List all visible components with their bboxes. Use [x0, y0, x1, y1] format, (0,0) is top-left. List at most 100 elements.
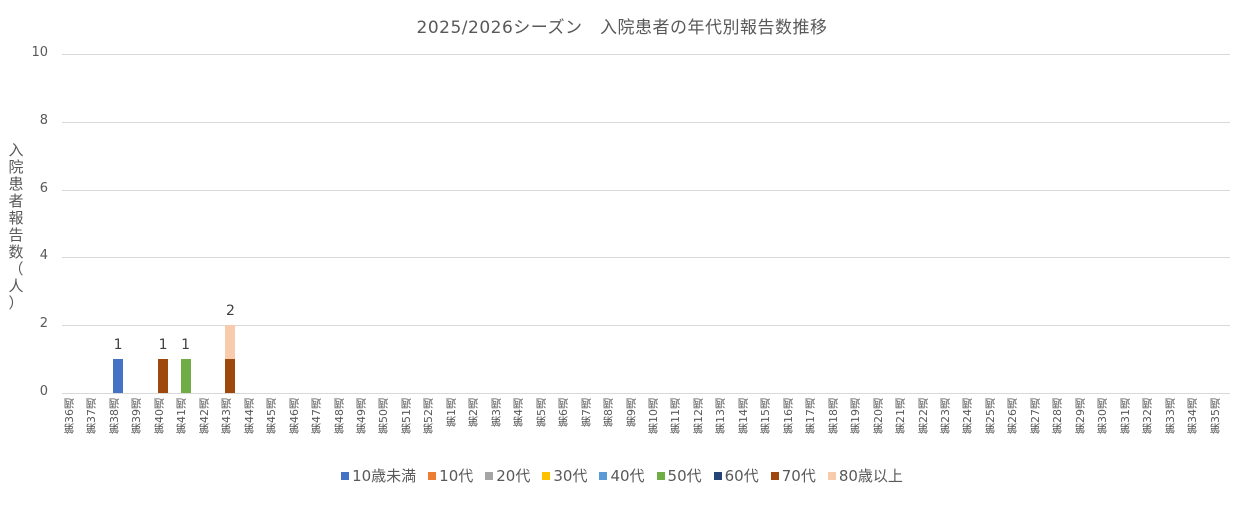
- x-tick-label: 第30週: [1096, 398, 1110, 434]
- legend-swatch-icon: [770, 471, 779, 480]
- x-tick-label: 第9週: [624, 398, 638, 427]
- x-tick-label: 第8週: [602, 398, 616, 427]
- legend-label: 50代: [667, 467, 702, 485]
- legend-swatch-icon: [656, 471, 665, 480]
- x-tick-label: 第2週: [467, 398, 481, 427]
- x-tick-label: 第45週: [265, 398, 279, 434]
- y-tick-label: 2: [39, 316, 48, 332]
- legend-label: 10代: [439, 467, 474, 485]
- gridline: [62, 121, 1230, 123]
- legend-item: 50代: [656, 465, 702, 486]
- x-tick-label: 第4週: [512, 398, 526, 427]
- gridline: [62, 189, 1230, 191]
- y-tick-label: 8: [39, 112, 48, 128]
- bar-segment: [158, 359, 169, 393]
- y-tick-label: 10: [31, 45, 48, 60]
- legend-swatch-icon: [827, 471, 836, 480]
- legend-item: 40代: [599, 465, 645, 486]
- legend-swatch-icon: [428, 471, 437, 480]
- x-tick-label: 第37週: [85, 398, 99, 434]
- legend-item: 70代: [770, 465, 816, 486]
- x-tick-label: 第38週: [107, 398, 121, 434]
- x-tick-label: 第7週: [579, 398, 593, 427]
- x-tick-label: 第36週: [63, 398, 76, 434]
- x-tick-label: 第49週: [355, 398, 368, 434]
- legend-label: 10歳未満: [352, 467, 417, 485]
- legend-swatch-icon: [542, 471, 551, 480]
- x-tick-label: 第28週: [1051, 398, 1065, 434]
- y-tick-label: 0: [39, 384, 48, 399]
- x-tick-label: 第32週: [1141, 398, 1155, 434]
- data-label: 2: [225, 303, 235, 320]
- x-tick-label: 第6週: [557, 398, 571, 427]
- data-label: 1: [181, 337, 190, 354]
- data-label: 1: [113, 337, 123, 354]
- x-tick-label: 第40週: [152, 398, 166, 434]
- x-tick-label: 第1週: [444, 398, 458, 427]
- x-tick-label: 第48週: [332, 398, 346, 434]
- legend-label: 60代: [724, 467, 759, 485]
- x-tick-label: 第11週: [669, 398, 683, 434]
- x-tick-label: 第43週: [220, 398, 234, 434]
- x-tick-label: 第12週: [691, 398, 705, 434]
- x-tick-label: 第16週: [781, 398, 795, 434]
- legend-label: 20代: [496, 467, 531, 485]
- legend-swatch-icon: [713, 471, 722, 480]
- x-tick-label: 第15週: [759, 398, 773, 434]
- legend-label: 40代: [610, 467, 645, 485]
- legend: 10歳未満 10代 20代 30代 40代 50代 60代 70代 80歳以上: [0, 465, 1244, 486]
- x-tick-label: 第31週: [1118, 398, 1132, 434]
- x-tick-label: 第42週: [197, 398, 211, 434]
- gridline: [62, 325, 1230, 327]
- x-tick-label: 第39週: [130, 398, 144, 434]
- legend-item: 30代: [542, 465, 587, 486]
- legend-item: 80歳以上: [827, 465, 903, 486]
- legend-label: 80歳以上: [838, 467, 903, 485]
- x-tick-label: 第41週: [175, 398, 189, 434]
- x-tick-label: 第23週: [939, 398, 952, 434]
- x-tick-label: 第29週: [1073, 398, 1087, 434]
- bar-segment: [225, 325, 236, 360]
- bar-segment: [113, 359, 124, 393]
- legend-label: 30代: [553, 467, 588, 485]
- legend-swatch-icon: [485, 471, 494, 480]
- x-tick-label: 第52週: [422, 398, 436, 434]
- x-tick-label: 第46週: [287, 398, 301, 434]
- x-tick-label: 第26週: [1006, 398, 1020, 434]
- x-tick-label: 第27週: [1028, 398, 1042, 434]
- x-tick-label: 第25週: [983, 398, 997, 434]
- legend-item: 10歳未満: [341, 465, 416, 486]
- gridline: [62, 257, 1230, 259]
- x-tick-label: 第18週: [826, 398, 840, 434]
- legend-item: 20代: [485, 465, 530, 486]
- y-tick-label: 4: [39, 248, 48, 264]
- x-tick-label: 第13週: [714, 398, 728, 434]
- x-tick-label: 第44週: [242, 398, 256, 434]
- gridline: [62, 54, 1230, 55]
- chart-title: 2025/2026シーズン 入院患者の年代別報告数推移: [416, 18, 828, 38]
- x-tick-label: 第10週: [647, 398, 660, 434]
- x-tick-label: 第20週: [871, 398, 885, 434]
- legend-item: 10代: [428, 465, 473, 486]
- x-tick-label: 第22週: [916, 398, 930, 434]
- y-axis-label: 入院患者報告数（人）: [8, 141, 24, 312]
- bar-segment: [180, 359, 191, 393]
- x-tick-label: 第19週: [849, 398, 863, 434]
- gridline: [62, 393, 1230, 394]
- x-tick-label: 第47週: [310, 398, 324, 434]
- x-tick-label: 第34週: [1186, 398, 1200, 434]
- x-tick-label: 第35週: [1208, 398, 1222, 434]
- x-tick-label: 第5週: [534, 398, 548, 427]
- x-tick-label: 第17週: [804, 398, 818, 434]
- x-tick-label: 第3週: [489, 398, 503, 427]
- x-tick-label: 第51週: [399, 398, 413, 434]
- x-tick-label: 第33週: [1163, 398, 1177, 434]
- y-tick-label: 6: [39, 180, 48, 196]
- data-label: 1: [158, 337, 168, 354]
- x-tick-label: 第21週: [894, 398, 908, 434]
- legend-item: 60代: [713, 465, 759, 486]
- bar-segment: [225, 359, 236, 393]
- x-tick-label: 第14週: [736, 398, 750, 434]
- legend-swatch-icon: [599, 471, 608, 480]
